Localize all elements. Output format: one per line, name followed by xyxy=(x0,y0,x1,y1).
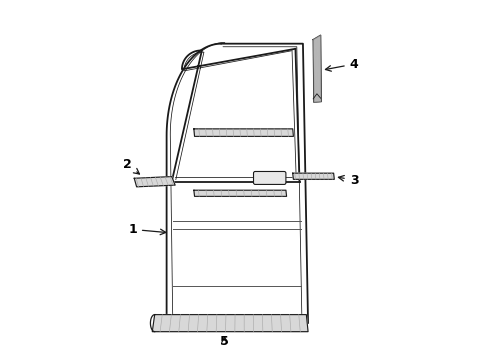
Polygon shape xyxy=(134,177,175,187)
Text: 1: 1 xyxy=(128,223,166,236)
Text: 5: 5 xyxy=(220,336,229,348)
Polygon shape xyxy=(194,190,287,196)
Text: 4: 4 xyxy=(325,58,358,71)
Polygon shape xyxy=(194,129,294,136)
Text: 2: 2 xyxy=(123,158,140,174)
Polygon shape xyxy=(293,173,334,179)
Polygon shape xyxy=(313,35,321,102)
Polygon shape xyxy=(152,315,308,332)
FancyBboxPatch shape xyxy=(253,171,286,184)
Text: 3: 3 xyxy=(339,174,358,186)
